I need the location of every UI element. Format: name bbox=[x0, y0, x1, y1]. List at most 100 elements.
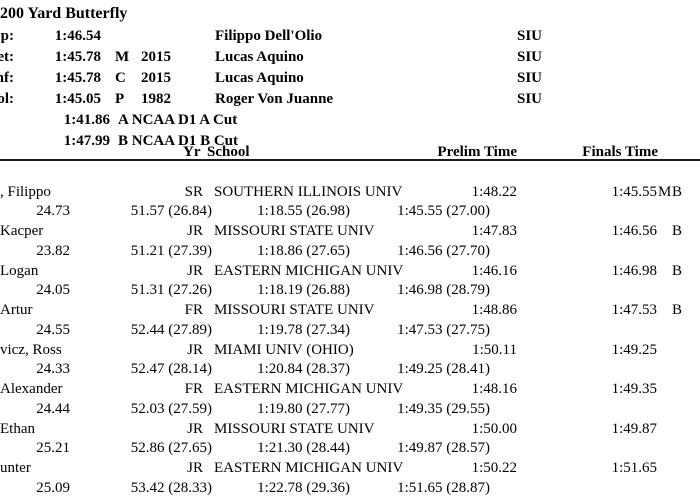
split-time: 51.57 (26.84) bbox=[130, 203, 212, 220]
finals-time: 1:46.98 bbox=[611, 262, 657, 279]
swimmer-school: MISSOURI STATE UNIV bbox=[214, 420, 375, 437]
result-row: Ethan JR MISSOURI STATE UNIV 1:50.00 1:49.87 bbox=[0, 420, 700, 438]
ncaa-cut-line: 1:47.99 B NCAA D1 B Cut bbox=[0, 132, 700, 150]
split-time: 1:19.78 (27.34) bbox=[257, 321, 350, 338]
record-holder: Lucas Aquino bbox=[215, 49, 304, 65]
finals-flag-b: B bbox=[672, 302, 683, 318]
cut-label: B NCAA D1 B Cut bbox=[118, 133, 239, 149]
result-row-splits: 25.09 53.42 (28.33) 1:22.78 (29.36) 1:51.65… bbox=[0, 479, 700, 497]
result-row: Artur FR MISSOURI STATE UNIV 1:48.86 1:47.53… bbox=[0, 301, 700, 319]
header-finals-time: Finals Time bbox=[582, 144, 658, 160]
record-label: p: bbox=[0, 28, 14, 44]
record-flag: C bbox=[115, 70, 126, 86]
finals-time: 1:51.65 bbox=[611, 460, 657, 476]
cut-label: A NCAA D1 A Cut bbox=[118, 112, 238, 128]
swimmer-year: JR bbox=[187, 262, 203, 279]
result-row: Alexander FR EASTERN MICHIGAN UNIV 1:48.16 1… bbox=[0, 380, 700, 398]
prelim-time: 1:46.16 bbox=[471, 262, 517, 279]
record-time: 1:45.78 bbox=[54, 49, 101, 65]
prelim-time: 1:50.00 bbox=[471, 420, 517, 437]
prelim-time: 1:50.22 bbox=[471, 460, 517, 476]
swimmer-year: SR bbox=[184, 183, 203, 200]
record-flag: P bbox=[115, 91, 125, 107]
finals-time: 1:47.53 bbox=[611, 302, 657, 318]
record-line: ol: 1:45.05 P 1982 Roger Von Juanne SIU bbox=[0, 90, 700, 108]
split-time: 1:49.25 (28.41) bbox=[397, 361, 490, 378]
swimmer-name: Kacper bbox=[0, 223, 44, 239]
event-title: 200 Yard Butterfly bbox=[0, 5, 700, 23]
split-time: 1:20.84 (28.37) bbox=[257, 361, 350, 378]
record-holder: Roger Von Juanne bbox=[215, 91, 334, 107]
header-school: School bbox=[207, 144, 250, 160]
swimmer-school: EASTERN MICHIGAN UNIV bbox=[214, 381, 404, 397]
split-time: 1:45.55 (27.00) bbox=[397, 203, 490, 220]
swimmer-name: Logan bbox=[0, 262, 39, 279]
split-time: 1:46.98 (28.79) bbox=[397, 282, 490, 299]
record-line: nf: 1:45.78 C 2015 Lucas Aquino SIU bbox=[0, 69, 700, 87]
finals-flag-b: B bbox=[672, 183, 683, 200]
split-time: 1:49.35 (29.55) bbox=[397, 400, 490, 417]
split-time: 1:46.56 (27.70) bbox=[397, 242, 490, 259]
cut-time: 1:47.99 bbox=[63, 133, 110, 149]
record-team: SIU bbox=[517, 28, 543, 44]
split-time: 1:49.87 (28.57) bbox=[397, 440, 490, 457]
result-row: Logan JR EASTERN MICHIGAN UNIV 1:46.16 1:46.… bbox=[0, 262, 700, 280]
record-label: et: bbox=[0, 49, 14, 65]
split-time: 1:19.80 (27.77) bbox=[257, 400, 350, 417]
result-row-splits: 24.33 52.47 (28.14) 1:20.84 (28.37) 1:49.25… bbox=[0, 360, 700, 378]
prelim-time: 1:47.83 bbox=[471, 223, 517, 239]
prelim-time: 1:48.22 bbox=[471, 183, 517, 200]
event-title-text: 200 Yard Butterfly bbox=[0, 5, 128, 22]
swimmer-school: EASTERN MICHIGAN UNIV bbox=[214, 262, 404, 279]
record-line: p: 1:46.54 Filippo Dell'Olio SIU bbox=[0, 27, 700, 45]
finals-flag-b: B bbox=[672, 223, 683, 239]
finals-time: 1:46.56 bbox=[611, 223, 657, 239]
split-time: 52.44 (27.89) bbox=[130, 321, 212, 338]
swimmer-year: JR bbox=[187, 341, 203, 358]
prelim-time: 1:48.86 bbox=[471, 302, 517, 318]
swimmer-name: Alexander bbox=[0, 381, 63, 397]
split-time: 1:18.19 (26.88) bbox=[257, 282, 350, 299]
ncaa-cut-line: 1:41.86 A NCAA D1 A Cut bbox=[0, 111, 700, 129]
record-time: 1:46.54 bbox=[54, 28, 101, 44]
split-time: 1:47.53 (27.75) bbox=[397, 321, 490, 338]
split-time: 51.21 (27.39) bbox=[130, 242, 212, 259]
split-time: 1:51.65 (28.87) bbox=[397, 479, 490, 496]
result-row-splits: 24.73 51.57 (26.84) 1:18.55 (26.98) 1:45.55… bbox=[0, 202, 700, 220]
result-row: unter JR EASTERN MICHIGAN UNIV 1:50.22 1:51.… bbox=[0, 459, 700, 477]
split-time: 1:18.86 (27.65) bbox=[257, 242, 350, 259]
split-time: 52.86 (27.65) bbox=[130, 440, 212, 457]
swimmer-name: , Filippo bbox=[0, 183, 51, 200]
swimmer-school: MIAMI UNIV (OHIO) bbox=[214, 341, 354, 358]
result-row-splits: 24.05 51.31 (27.26) 1:18.19 (26.88) 1:46.98… bbox=[0, 281, 700, 299]
result-row-splits: 23.82 51.21 (27.39) 1:18.86 (27.65) 1:46.56… bbox=[0, 242, 700, 260]
record-team: SIU bbox=[517, 49, 543, 65]
swimmer-name: unter bbox=[0, 460, 31, 476]
swimmer-name: Artur bbox=[0, 302, 33, 318]
record-team: SIU bbox=[517, 91, 543, 107]
result-row-splits: 24.55 52.44 (27.89) 1:19.78 (27.34) 1:47.53… bbox=[0, 321, 700, 339]
cut-time: 1:41.86 bbox=[63, 112, 110, 128]
swimmer-year: FR bbox=[184, 302, 203, 318]
split-time: 23.82 bbox=[36, 242, 70, 259]
record-time: 1:45.78 bbox=[54, 70, 101, 86]
record-team: SIU bbox=[517, 70, 543, 86]
record-holder: Lucas Aquino bbox=[215, 70, 304, 86]
swimmer-school: EASTERN MICHIGAN UNIV bbox=[214, 460, 404, 476]
split-time: 52.03 (27.59) bbox=[130, 400, 212, 417]
result-row: , Filippo SR SOUTHERN ILLINOIS UNIV 1:48.22… bbox=[0, 183, 700, 201]
split-time: 1:22.78 (29.36) bbox=[257, 479, 350, 496]
split-time: 24.44 bbox=[36, 400, 70, 417]
record-year: 2015 bbox=[141, 70, 171, 86]
finals-time: 1:49.25 bbox=[611, 341, 657, 358]
table-header-row: Yr School Prelim Time Finals Time bbox=[0, 143, 700, 161]
result-row-splits: 25.21 52.86 (27.65) 1:21.30 (28.44) 1:49.87… bbox=[0, 439, 700, 457]
finals-flag-b: B bbox=[672, 262, 683, 279]
result-row: Kacper JR MISSOURI STATE UNIV 1:47.83 1:46.5… bbox=[0, 222, 700, 240]
swimmer-school: MISSOURI STATE UNIV bbox=[214, 302, 375, 318]
finals-flag-m: M bbox=[658, 183, 672, 200]
record-line: et: 1:45.78 M 2015 Lucas Aquino SIU bbox=[0, 48, 700, 66]
finals-time: 1:45.55 bbox=[611, 183, 657, 200]
swimmer-name: Ethan bbox=[0, 420, 35, 437]
